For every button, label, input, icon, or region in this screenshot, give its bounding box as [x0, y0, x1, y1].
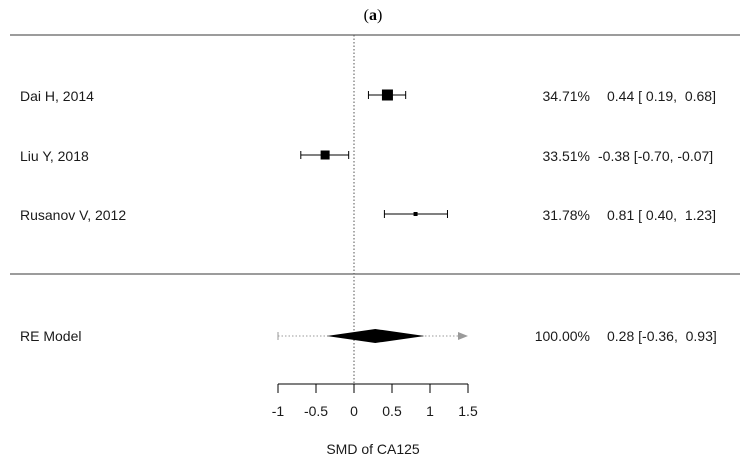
x-axis-tick-label: 1 — [426, 403, 434, 419]
summary-label: RE Model — [20, 328, 81, 344]
study-weight: 31.78% — [543, 207, 590, 223]
summary-row: RE Model 100.00% 0.28 [-0.36, 0.93] — [20, 328, 717, 344]
study-row: Liu Y, 2018 33.51% -0.38 [-0.70, -0.07] — [20, 148, 713, 164]
study-label: Rusanov V, 2012 — [20, 207, 126, 223]
x-axis: -1 -0.5 0 0.5 1 1.5 — [272, 383, 478, 419]
study-point-estimate — [381, 89, 393, 101]
forest-marks — [277, 89, 468, 343]
summary-weight: 100.00% — [535, 328, 590, 344]
study-label: Dai H, 2014 — [20, 88, 94, 104]
panel-label-open-paren: ( — [364, 7, 369, 24]
x-axis-label: SMD of CA125 — [326, 441, 420, 457]
study-row: Dai H, 2014 34.71% 0.44 [ 0.19, 0.68] — [20, 88, 716, 104]
study-rows: Dai H, 2014 34.71% 0.44 [ 0.19, 0.68] Li… — [20, 88, 716, 223]
x-axis-tick-label: 1.5 — [458, 403, 478, 419]
study-weight: 34.71% — [543, 88, 590, 104]
study-point-estimate — [413, 212, 418, 216]
study-ci-text: 0.81 [ 0.40, 1.23] — [607, 207, 716, 223]
x-axis-tick-label: 0.5 — [382, 403, 402, 419]
x-axis-tick-label: -1 — [272, 403, 285, 419]
study-point-estimate — [320, 150, 330, 160]
panel-label: (a) — [364, 7, 383, 24]
study-label: Liu Y, 2018 — [20, 148, 89, 164]
study-ci-text: 0.44 [ 0.19, 0.68] — [607, 88, 716, 104]
x-axis-tick-label: 0 — [350, 403, 358, 419]
panel-label-close-paren: ) — [377, 7, 382, 24]
summary-ci-text: 0.28 [-0.36, 0.93] — [607, 328, 717, 344]
study-row: Rusanov V, 2012 31.78% 0.81 [ 0.40, 1.23… — [20, 207, 716, 223]
panel-label-letter: a — [369, 7, 377, 24]
study-weight: 33.51% — [543, 148, 590, 164]
prediction-interval-arrowhead — [458, 332, 468, 340]
summary-diamond — [326, 329, 425, 343]
study-ci-text: -0.38 [-0.70, -0.07] — [598, 148, 713, 164]
x-axis-tick-label: -0.5 — [304, 403, 328, 419]
